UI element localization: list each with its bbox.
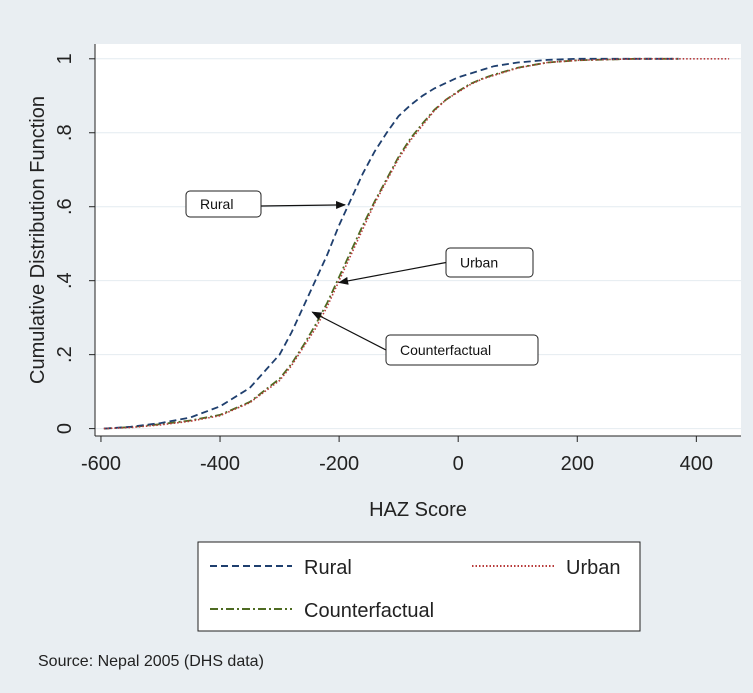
annotation-arrow xyxy=(311,311,387,351)
annotation-box xyxy=(385,334,539,366)
annotation-box xyxy=(445,247,534,278)
annotation-box xyxy=(185,190,262,218)
legend-label-urban: Urban xyxy=(566,557,620,579)
x-axis-title: HAZ Score xyxy=(369,499,467,521)
series-line-urban xyxy=(103,57,730,430)
y-tick-label: 0 xyxy=(54,423,76,434)
annotation-label: Rural xyxy=(200,196,233,212)
x-tick-label: -200 xyxy=(319,453,359,475)
y-tick-label: .6 xyxy=(54,198,76,215)
series-line-rural xyxy=(103,57,679,430)
annotation-label: Urban xyxy=(460,255,498,271)
y-axis-title: Cumulative Distribution Function xyxy=(27,96,49,384)
x-tick-label: -400 xyxy=(200,453,240,475)
plot-area xyxy=(95,44,741,436)
x-tick-label: 200 xyxy=(561,453,594,475)
source-note: Source: Nepal 2005 (DHS data) xyxy=(38,653,264,670)
x-tick-label: -600 xyxy=(81,453,121,475)
annotation-arrow xyxy=(338,261,447,285)
y-tick-label: 1 xyxy=(54,53,76,64)
y-tick-label: .4 xyxy=(54,272,76,289)
legend-box xyxy=(197,541,641,632)
annotation-arrow xyxy=(260,200,347,209)
x-tick-label: 400 xyxy=(680,453,713,475)
y-tick-label: .8 xyxy=(54,124,76,141)
x-tick-label: 0 xyxy=(453,453,464,475)
y-tick-label: .2 xyxy=(54,346,76,363)
legend-label-rural: Rural xyxy=(304,557,352,579)
legend-label-counterfactual: Counterfactual xyxy=(304,600,434,622)
annotation-label: Counterfactual xyxy=(400,342,491,358)
